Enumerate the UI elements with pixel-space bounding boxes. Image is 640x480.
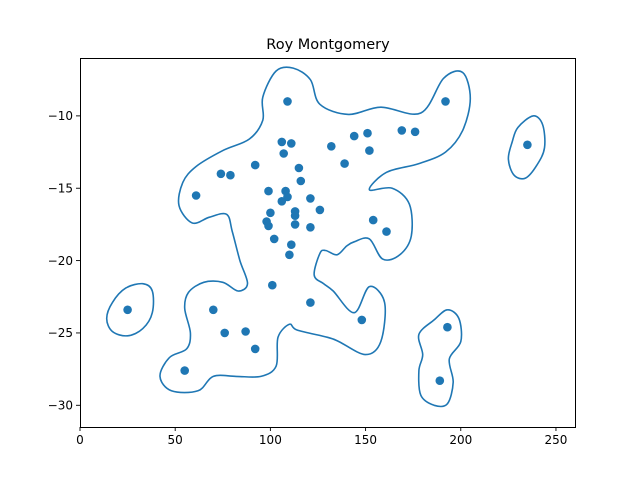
- x-tick-label: 100: [259, 433, 282, 447]
- y-tick-label: −30: [48, 399, 73, 413]
- scatter-point: [441, 97, 450, 106]
- density-contour-2: [507, 115, 546, 180]
- y-tick-label: −15: [48, 182, 73, 196]
- scatter-point: [279, 149, 289, 158]
- scatter-point: [277, 137, 287, 147]
- scatter-point: [226, 170, 235, 180]
- scatter-point: [382, 227, 391, 236]
- scatter-point: [180, 366, 189, 375]
- scatter-point: [220, 328, 229, 338]
- scatter-point: [269, 234, 279, 244]
- x-tick-label: 250: [545, 433, 568, 447]
- scatter-point: [216, 169, 226, 179]
- contour-layer: [105, 66, 546, 408]
- scatter-point: [368, 215, 378, 225]
- density-contour-3: [105, 282, 155, 337]
- scatter-point: [306, 298, 315, 307]
- scatter-point: [327, 142, 336, 151]
- x-tick-label: 50: [168, 433, 183, 447]
- density-contour-4: [417, 308, 463, 408]
- scatter-point: [349, 131, 359, 141]
- scatter-point: [250, 344, 260, 354]
- x-tick-label: 0: [76, 433, 84, 447]
- scatter-point: [191, 191, 201, 200]
- scatter-point: [340, 159, 349, 168]
- scatter-point: [290, 220, 300, 229]
- y-tick-label: −10: [48, 109, 73, 123]
- scatter-point: [241, 327, 250, 336]
- density-contour-1: [159, 66, 472, 394]
- y-axis: −30 −25 −20 −15 −10: [48, 109, 80, 413]
- x-tick-label: 150: [354, 433, 377, 447]
- scatter-point: [283, 97, 292, 106]
- scatter-point: [264, 221, 273, 231]
- y-tick-label: −20: [48, 254, 73, 268]
- scatter-point: [363, 128, 372, 138]
- scatter-point: [290, 211, 300, 220]
- scatter-point: [266, 208, 275, 218]
- scatter-point: [296, 176, 306, 186]
- scatter-point: [264, 186, 273, 196]
- scatter-point: [357, 315, 367, 325]
- scatter-point: [123, 305, 132, 315]
- scatter-point: [410, 127, 420, 137]
- scatter-point: [435, 376, 445, 386]
- scatter-point: [209, 305, 218, 315]
- scatter-point: [287, 139, 296, 148]
- scatter-point: [315, 205, 325, 215]
- scatter-point: [443, 322, 452, 332]
- point-layer: [123, 97, 532, 386]
- scatter-point: [306, 194, 315, 203]
- scatter-point: [306, 223, 315, 232]
- chart-title: Roy Montgomery: [266, 37, 390, 53]
- scatter-point: [285, 250, 294, 260]
- plot-frame: [80, 58, 576, 428]
- scatter-point: [250, 160, 260, 170]
- scatter-point: [523, 140, 532, 150]
- scatter-point: [397, 126, 407, 135]
- scatter-point: [294, 163, 304, 173]
- y-tick-label: −25: [48, 326, 73, 340]
- scatter-point: [287, 240, 296, 249]
- scatter-point: [277, 197, 287, 206]
- x-tick-label: 200: [449, 433, 472, 447]
- scatter-point: [268, 280, 277, 290]
- x-axis: 0 50 100 150 200 250: [76, 427, 567, 447]
- scatter-point: [365, 146, 374, 155]
